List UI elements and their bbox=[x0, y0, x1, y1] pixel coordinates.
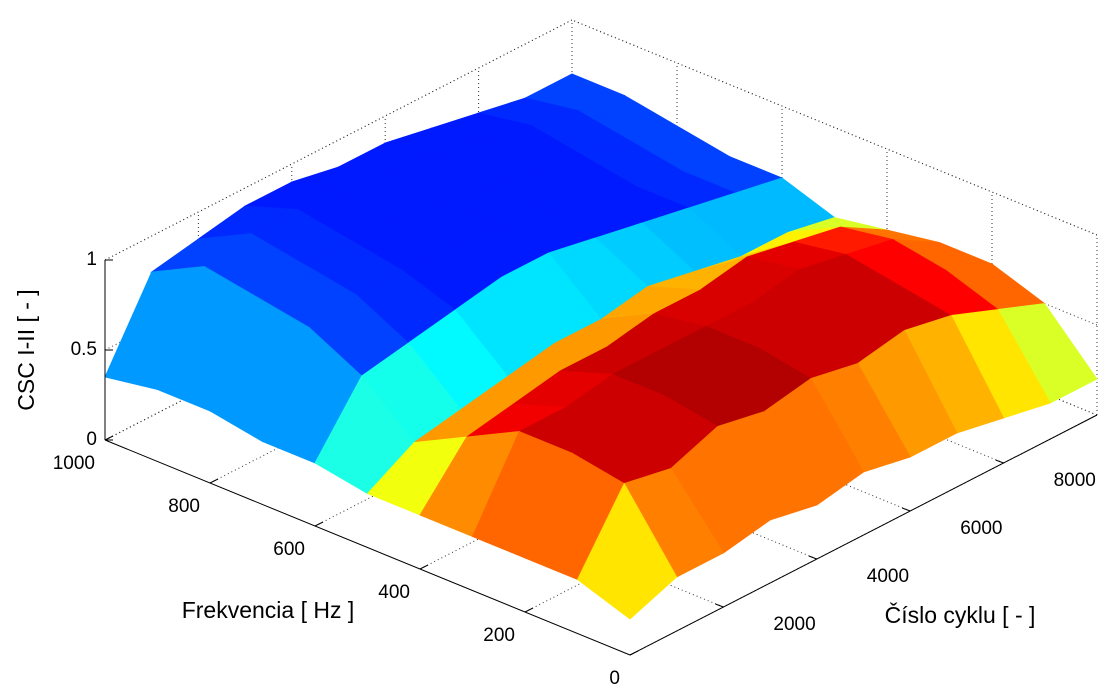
y-tick-label: 1000 bbox=[53, 453, 95, 474]
surface-patch bbox=[576, 482, 678, 620]
x-tick bbox=[715, 603, 724, 608]
y-tick-label: 800 bbox=[168, 496, 200, 517]
x-tick-label: 2000 bbox=[773, 614, 815, 635]
y-axis-title: Frekvencia [ Hz ] bbox=[182, 597, 355, 623]
y-tick-label: 200 bbox=[483, 625, 515, 646]
y-axis bbox=[104, 439, 631, 656]
x-tick bbox=[808, 555, 817, 560]
x-tick bbox=[995, 459, 1004, 464]
y-tick bbox=[629, 650, 639, 656]
x-tick-label: 8000 bbox=[1054, 470, 1096, 491]
y-tick bbox=[209, 478, 219, 484]
z-tick-label: 0 bbox=[86, 429, 97, 450]
x-tick-label: 4000 bbox=[867, 566, 909, 587]
z-axis-title: CSC I-II [ - ] bbox=[13, 289, 39, 410]
y-tick bbox=[419, 564, 429, 570]
y-tick-label: 600 bbox=[273, 539, 305, 560]
y-tick-label: 0 bbox=[609, 668, 620, 685]
y-tick bbox=[104, 435, 114, 441]
z-tick-label: 0.5 bbox=[71, 339, 97, 360]
z-tick-label: 1 bbox=[86, 249, 97, 270]
y-tick bbox=[524, 607, 534, 613]
x-tick bbox=[902, 507, 911, 512]
grid-line bbox=[571, 19, 1098, 236]
y-tick bbox=[314, 521, 324, 527]
x-axis bbox=[629, 414, 1098, 656]
x-tick-label: 6000 bbox=[960, 518, 1002, 539]
y-tick-label: 400 bbox=[378, 582, 410, 603]
x-axis-title: Číslo cyklu [ - ] bbox=[885, 601, 1036, 628]
